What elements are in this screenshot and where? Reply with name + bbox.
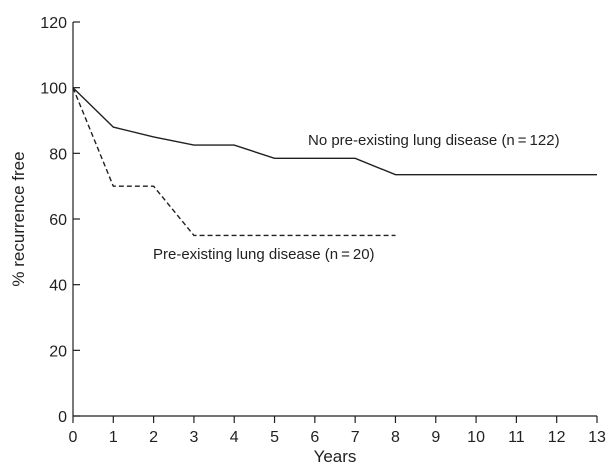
x-tick-label: 2 [149, 429, 158, 446]
x-tick-label: 8 [391, 429, 400, 446]
y-tick-label: 40 [49, 278, 67, 295]
series-layer [72, 87, 597, 237]
x-tick-label: 12 [548, 429, 566, 446]
x-axis-ticks: 0 1 2 3 4 5 6 7 8 9 10 11 12 13 [69, 416, 606, 446]
x-tick-label: 3 [189, 429, 198, 446]
y-axis-ticks: 0 20 40 60 80 100 120 [40, 15, 80, 426]
series-label-no-lung-disease: No pre-existing lung disease (n = 122) [308, 132, 560, 149]
x-tick-label: 6 [310, 429, 319, 446]
x-tick-label: 7 [351, 429, 360, 446]
x-tick-label: 10 [467, 429, 485, 446]
y-tick-label: 100 [40, 81, 67, 98]
x-axis-title: Years [314, 447, 357, 466]
y-tick-label: 20 [49, 343, 67, 360]
series-line-pre-existing-lung-disease [72, 87, 396, 237]
x-tick-label: 4 [230, 429, 239, 446]
x-tick-label: 5 [270, 429, 279, 446]
series-line-no-pre-existing-lung-disease [72, 87, 597, 176]
y-tick-label: 60 [49, 212, 67, 229]
series-label-lung-disease: Pre-existing lung disease (n = 20) [153, 246, 375, 263]
x-tick-label: 0 [69, 429, 78, 446]
x-tick-label: 13 [588, 429, 606, 446]
y-axis-title: % recurrence free [9, 151, 28, 286]
x-tick-label: 11 [508, 429, 525, 446]
y-tick-label: 0 [58, 409, 67, 426]
x-tick-label: 1 [109, 429, 118, 446]
x-tick-label: 9 [431, 429, 440, 446]
y-tick-label: 80 [49, 146, 67, 163]
y-tick-label: 120 [40, 15, 67, 32]
